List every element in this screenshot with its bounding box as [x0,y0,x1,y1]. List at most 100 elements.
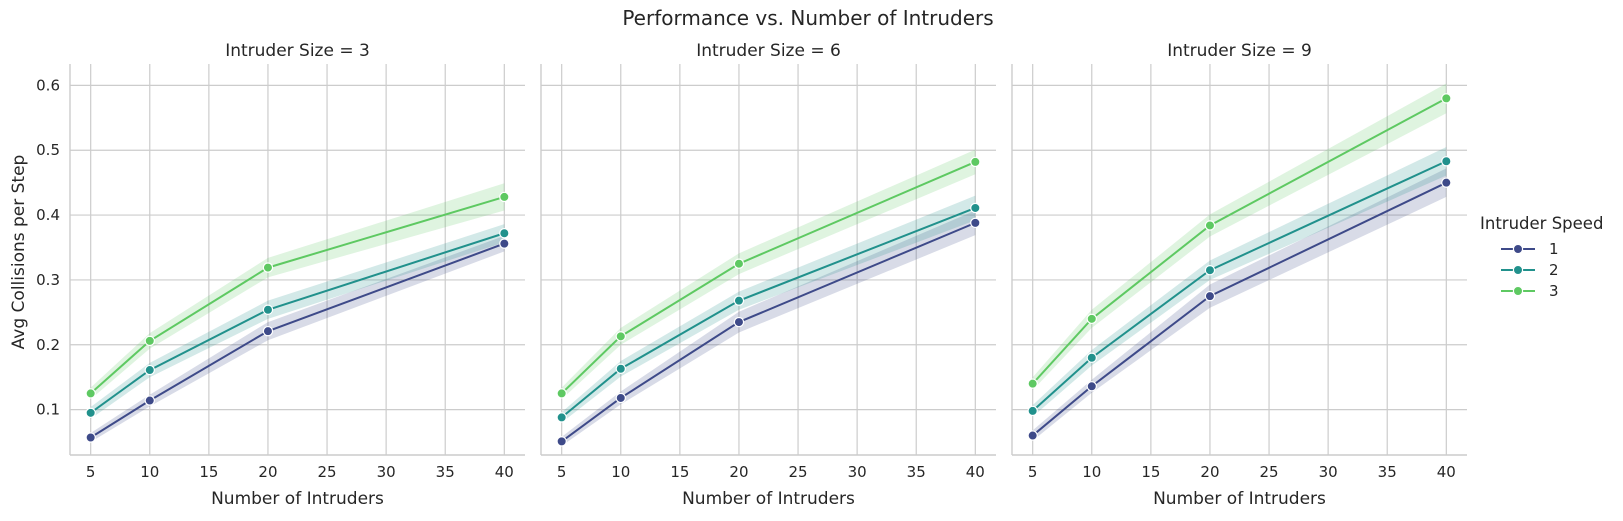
x-tick-label: 10 [1082,463,1101,481]
data-point-speed-3 [499,191,510,203]
data-point-speed-1 [1441,177,1452,188]
data-point-speed-1 [1204,290,1216,302]
x-axis-label: Number of Intruders [682,489,855,509]
chart-panels: Intruder Size = 3 5 10 15 20 25 30 35 40 0.1 0.2 0.… [36,41,1467,509]
y-tick-label: 0.1 [36,401,60,419]
data-point-speed-2 [144,364,155,376]
x-tick-label: 30 [377,463,396,481]
y-tick-label: 0.6 [36,76,60,94]
x-tick-label: 35 [436,463,455,481]
data-point-speed-1 [556,436,567,447]
panel-title: Intruder Size = 3 [225,41,370,61]
data-point-speed-1 [144,395,155,406]
data-point-speed-2 [499,228,510,239]
data-point-speed-2 [970,202,981,214]
series-line-speed-1 [1032,181,1447,437]
confidence-band-speed-2 [1032,146,1447,417]
x-tick-label: 5 [557,463,567,481]
x-tick-label: 40 [495,463,514,481]
data-point-speed-3 [970,156,981,168]
y-tick-label: 0.2 [36,336,60,354]
x-tick-label: 35 [907,463,926,481]
data-point-speed-2 [262,304,274,315]
panel-title: Intruder Size = 6 [696,41,841,61]
x-tick-label: 30 [1319,463,1338,481]
legend-label-1: 1 [1549,240,1559,258]
legend-label-2: 2 [1549,261,1559,279]
data-point-speed-3 [262,262,274,273]
chart-legend: Intruder Speed 1 2 3 [1480,214,1603,300]
x-tick-label: 25 [1259,463,1278,481]
series-line-speed-2 [1032,160,1447,412]
data-point-speed-1 [615,392,626,404]
data-point-speed-1 [1027,430,1038,441]
x-tick-label: 15 [1141,463,1160,481]
confidence-band-speed-1 [1032,168,1447,441]
x-tick-label: 5 [1028,463,1038,481]
confidence-band-speed-1 [561,210,976,446]
x-tick-label: 40 [966,463,985,481]
x-tick-label: 15 [199,463,218,481]
data-point-speed-2 [1027,405,1038,417]
x-tick-label: 15 [670,463,689,481]
confidence-band-speed-2 [90,224,505,419]
data-point-speed-3 [1086,313,1097,325]
data-point-speed-3 [1441,93,1452,104]
chart-title: Performance vs. Number of Intruders [622,6,993,30]
data-point-speed-1 [85,432,96,443]
data-point-speed-1 [499,238,510,249]
x-tick-label: 5 [86,463,96,481]
series-line-speed-2 [561,207,976,419]
x-tick-label: 20 [1200,463,1219,481]
x-tick-label: 20 [729,463,748,481]
data-point-speed-2 [615,363,626,374]
series-line-speed-1 [561,221,976,443]
data-point-speed-2 [556,412,567,423]
series-line-speed-3 [1031,97,1447,385]
data-point-speed-1 [262,325,274,337]
data-point-speed-2 [1086,352,1097,363]
y-axis-label: Avg Collisions per Step [9,155,29,350]
data-point-speed-2 [85,407,96,419]
legend-marker-2 [1512,264,1524,276]
panel-1: Intruder Size = 3 5 10 15 20 25 30 35 40 0.1 0.2 0.… [36,41,525,509]
panel-2: Intruder Size = 6 5 10 15 20 25 30 35 40 Number o… [540,41,996,509]
data-point-speed-1 [970,217,981,229]
legend-marker-1 [1512,243,1524,255]
y-tick-label: 0.3 [36,271,60,289]
confidence-band-speed-3 [90,183,505,400]
confidence-band-speed-3 [561,149,976,400]
x-tick-label: 20 [258,463,277,481]
series-line-speed-3 [560,160,976,395]
x-tick-label: 25 [788,463,807,481]
series-line-speed-3 [90,195,505,395]
y-tick-label: 0.5 [36,141,60,159]
x-tick-label: 25 [317,463,336,481]
panel-title: Intruder Size = 9 [1167,41,1312,61]
legend-marker-3 [1512,285,1524,297]
series-line-speed-2 [90,232,505,414]
confidence-band-speed-3 [1032,83,1447,391]
x-tick-label: 40 [1437,463,1456,481]
y-tick-label: 0.4 [36,206,60,224]
panel-3: Intruder Size = 9 5 10 15 20 25 30 35 40 Number o… [1011,41,1467,509]
data-point-speed-1 [733,316,745,328]
legend-title: Intruder Speed [1480,214,1603,233]
data-point-speed-2 [1441,156,1452,167]
legend-label-3: 3 [1549,282,1559,300]
data-point-speed-3 [733,258,745,269]
data-point-speed-3 [615,331,626,342]
series-line-speed-1 [90,242,505,439]
data-point-speed-3 [1204,220,1216,231]
data-point-speed-3 [85,388,96,399]
x-tick-label: 30 [848,463,867,481]
data-point-speed-2 [733,295,745,306]
x-axis-label: Number of Intruders [1153,489,1326,509]
data-point-speed-3 [144,335,155,347]
data-point-speed-1 [1086,381,1097,392]
x-tick-label: 10 [140,463,159,481]
confidence-band-speed-1 [90,235,505,443]
confidence-band-speed-2 [561,195,976,423]
x-axis-label: Number of Intruders [211,489,384,509]
